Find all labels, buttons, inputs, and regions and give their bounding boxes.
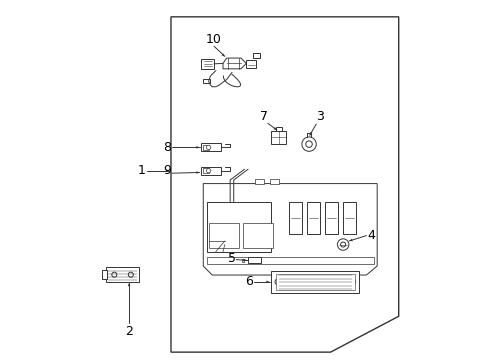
Bar	[208, 223, 239, 248]
Polygon shape	[223, 58, 246, 69]
Circle shape	[112, 272, 117, 277]
Bar	[241, 259, 244, 262]
Polygon shape	[348, 239, 352, 241]
Text: 2: 2	[125, 325, 133, 338]
Polygon shape	[127, 283, 130, 286]
Bar	[201, 59, 214, 69]
Circle shape	[274, 279, 280, 285]
Bar	[271, 271, 359, 293]
Bar	[203, 79, 209, 83]
Bar	[201, 167, 221, 175]
Bar	[289, 202, 301, 234]
Polygon shape	[243, 259, 246, 261]
Bar	[325, 202, 337, 234]
Polygon shape	[221, 54, 224, 57]
Circle shape	[206, 168, 210, 173]
Bar	[275, 127, 282, 131]
Polygon shape	[266, 280, 269, 283]
Bar	[102, 270, 107, 279]
Text: 4: 4	[366, 229, 374, 242]
Text: 9: 9	[163, 164, 171, 177]
Bar	[201, 143, 221, 151]
Bar	[242, 223, 273, 248]
Bar	[203, 168, 208, 173]
Circle shape	[206, 145, 210, 149]
Circle shape	[128, 272, 133, 277]
Bar	[343, 202, 355, 234]
Circle shape	[340, 242, 345, 247]
Bar	[275, 274, 354, 290]
Bar	[106, 267, 139, 282]
Text: 7: 7	[260, 110, 268, 123]
Bar	[246, 60, 256, 68]
Polygon shape	[196, 171, 199, 174]
Circle shape	[301, 137, 316, 151]
Bar	[203, 145, 208, 150]
Polygon shape	[196, 146, 199, 149]
Bar	[269, 179, 278, 184]
Polygon shape	[165, 170, 169, 172]
Bar	[206, 202, 271, 252]
Bar	[255, 179, 264, 184]
Text: 6: 6	[244, 275, 253, 288]
Bar	[253, 53, 260, 58]
Polygon shape	[273, 127, 276, 130]
Text: 10: 10	[205, 32, 222, 45]
Text: 1: 1	[137, 164, 145, 177]
Bar	[271, 131, 286, 144]
Text: 8: 8	[163, 141, 171, 154]
Bar	[247, 257, 260, 263]
Circle shape	[305, 141, 312, 147]
Circle shape	[349, 279, 355, 285]
Circle shape	[337, 239, 348, 250]
Text: 3: 3	[316, 110, 324, 123]
Text: 5: 5	[227, 252, 235, 265]
Bar	[306, 202, 319, 234]
Polygon shape	[309, 132, 312, 135]
